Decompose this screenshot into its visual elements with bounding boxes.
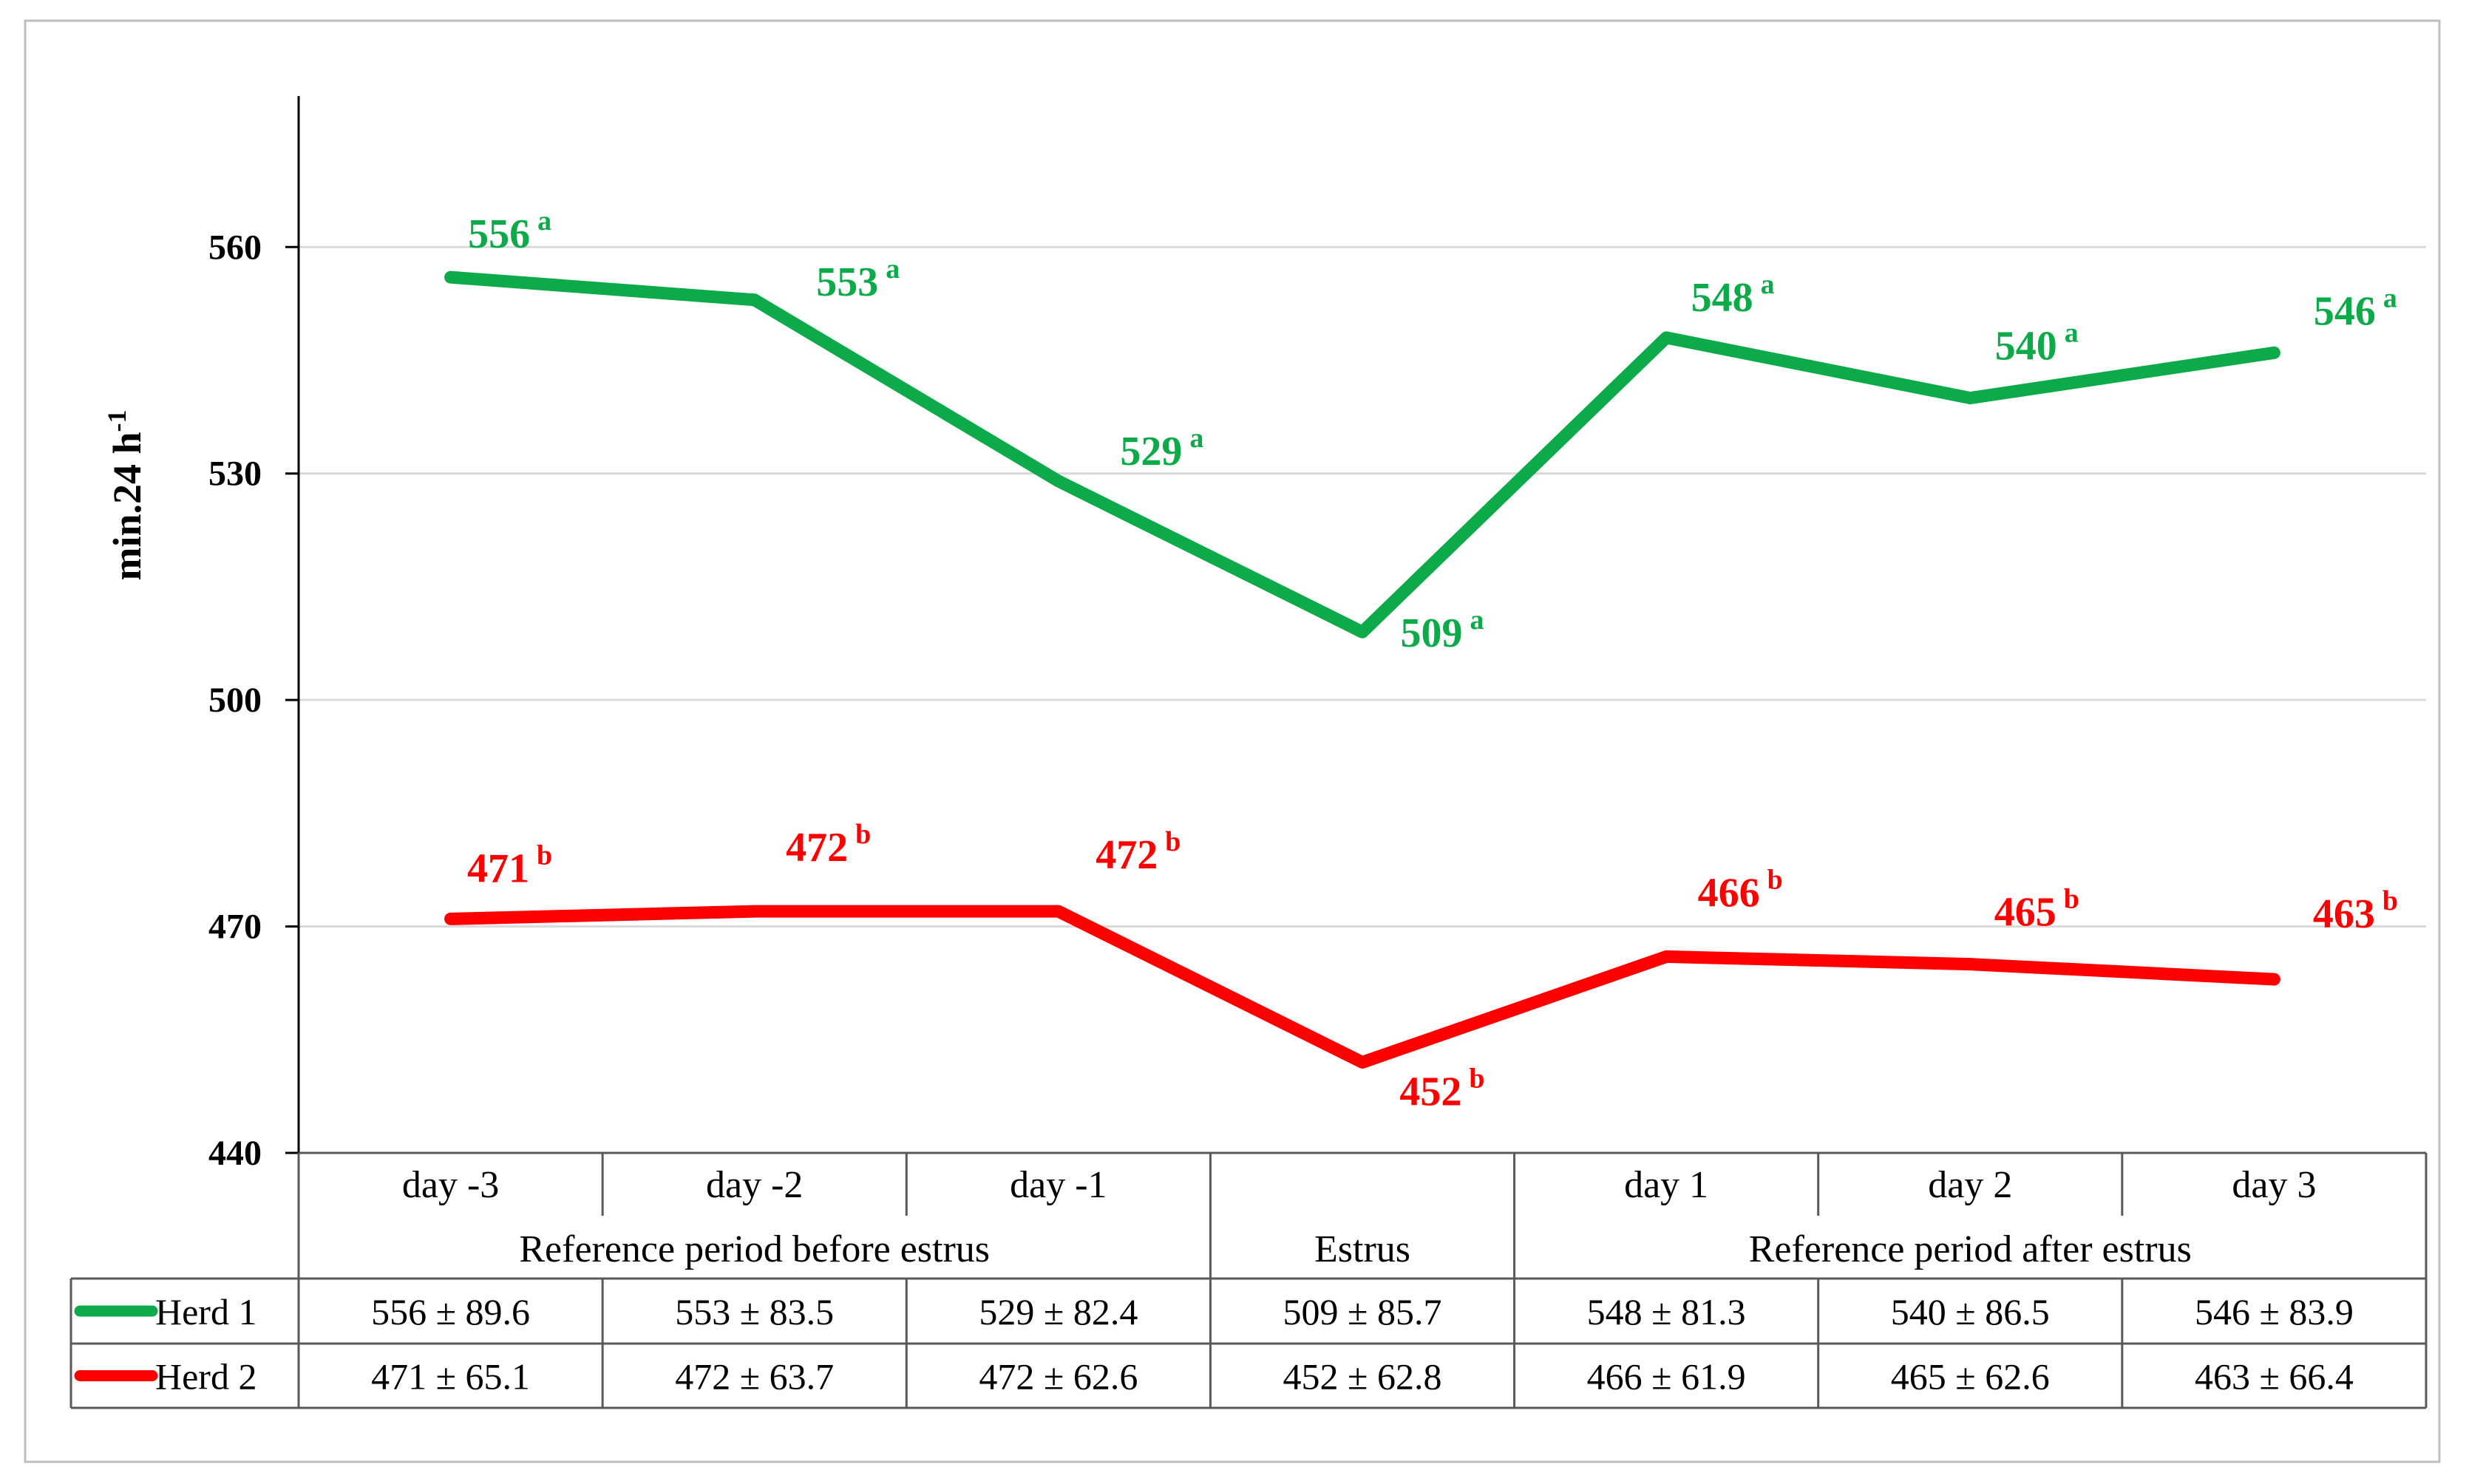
data-label: 465 b — [1994, 884, 2079, 936]
table-cell: 466 ± 61.9 — [1587, 1356, 1746, 1398]
y-tick-label: 440 — [208, 1134, 262, 1173]
table-cell: 529 ± 82.4 — [979, 1291, 1138, 1332]
y-axis-label: min.24 h-1 — [102, 409, 149, 580]
data-label: 452 b — [1399, 1063, 1484, 1114]
data-label: 546 a — [2314, 282, 2397, 334]
data-label: 509 a — [1401, 605, 1484, 656]
table-cell: 553 ± 83.5 — [675, 1291, 834, 1332]
data-label: 466 b — [1698, 864, 1783, 916]
table-cell: 546 ± 83.9 — [2195, 1291, 2354, 1332]
data-label: 556 a — [468, 205, 551, 257]
table-cell: 509 ± 85.7 — [1283, 1291, 1442, 1332]
table-cell: 556 ± 89.6 — [371, 1291, 530, 1332]
table-cell: 548 ± 81.3 — [1587, 1291, 1746, 1332]
data-label: 529 a — [1120, 423, 1203, 474]
y-tick-label: 500 — [208, 681, 262, 720]
y-tick-label: 470 — [208, 908, 262, 947]
x-tick-label: day 3 — [2232, 1164, 2316, 1206]
data-label: 472 b — [786, 819, 871, 871]
x-tick-label: day -2 — [706, 1164, 803, 1206]
data-label: 463 b — [2313, 885, 2398, 937]
series-line-herd-2 — [444, 905, 2280, 1069]
x-group-label: Reference period after estrus — [1749, 1228, 2192, 1270]
series-line-herd-1 — [444, 270, 2280, 639]
data-label: 472 b — [1096, 826, 1181, 878]
y-tick-label: 560 — [208, 228, 262, 267]
data-label: 553 a — [816, 253, 900, 305]
gridlines — [299, 245, 2426, 928]
data-label: 540 a — [1995, 318, 2079, 370]
table-cell: 472 ± 63.7 — [675, 1356, 834, 1398]
series — [444, 270, 2280, 1069]
data-labels: 556 a 553 a 529 a 509 a 548 a 540 a 546 a 471 b 472 b 472 b… — [467, 205, 2398, 1114]
x-group-label: Estrus — [1314, 1228, 1410, 1270]
table-cell: 540 ± 86.5 — [1891, 1291, 2050, 1332]
table-cell: 452 ± 62.8 — [1283, 1356, 1442, 1398]
table-cell: 465 ± 62.6 — [1891, 1356, 2050, 1398]
data-table: day -3 day -2 day -1 day 1 day 2 day 3 Referen… — [69, 1151, 2428, 1409]
x-tick-label: day 2 — [1928, 1164, 2012, 1206]
x-tick-label: day -1 — [1010, 1164, 1107, 1206]
data-label: 548 a — [1691, 269, 1775, 321]
legend-label: Herd 2 — [155, 1356, 257, 1398]
x-group-label: Reference period before estrus — [519, 1228, 990, 1270]
table-cell: 472 ± 62.6 — [979, 1356, 1138, 1398]
x-tick-label: day -3 — [402, 1164, 499, 1206]
table-cell: 471 ± 65.1 — [371, 1356, 530, 1398]
legend-label: Herd 1 — [155, 1291, 257, 1332]
data-label: 471 b — [467, 840, 552, 891]
table-cell: 463 ± 66.4 — [2195, 1356, 2354, 1398]
y-axis: 440 470 500 530 560 — [208, 96, 300, 1173]
x-tick-label: day 1 — [1624, 1164, 1708, 1206]
chart-border — [24, 19, 2441, 1463]
y-tick-label: 530 — [208, 455, 262, 494]
